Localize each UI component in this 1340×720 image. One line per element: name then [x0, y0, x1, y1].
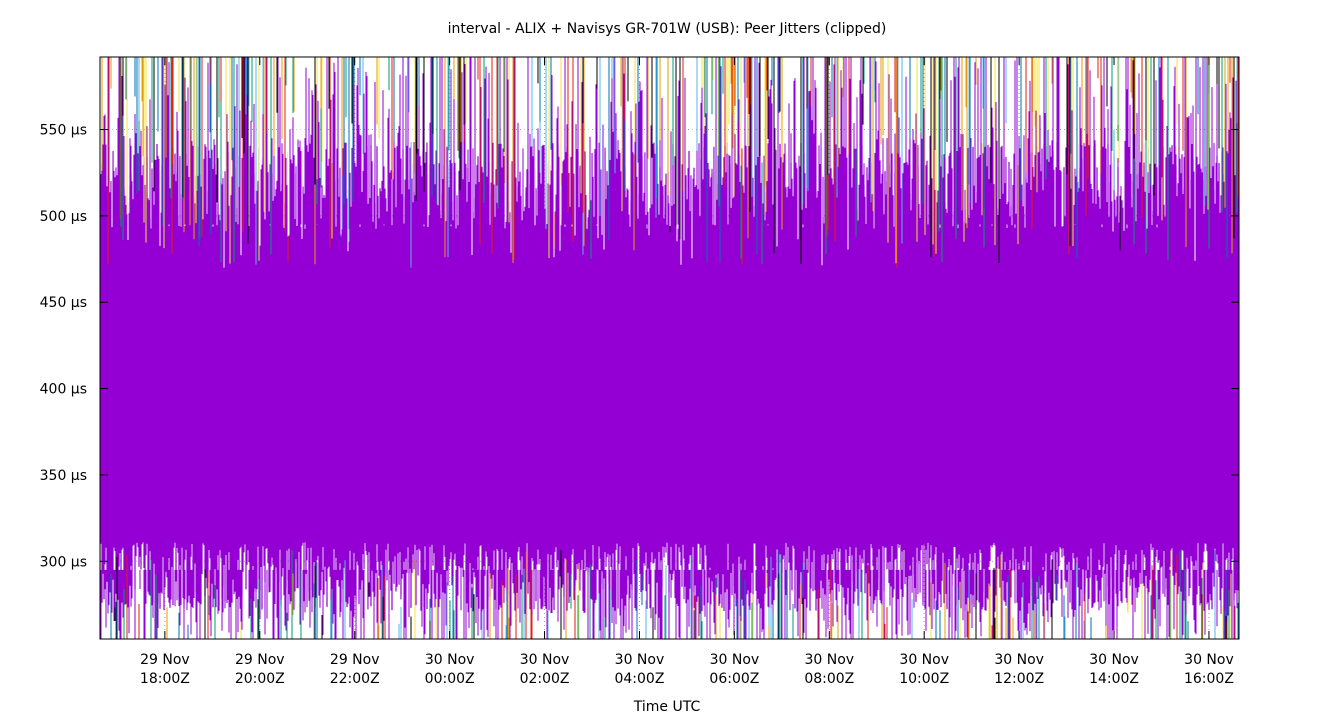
plot-area-border: [99, 56, 1240, 640]
x-tick-label-date: 30 Nov: [804, 652, 854, 668]
series-dominant-jitter: [100, 142, 1239, 612]
x-tick-label-time: 00:00Z: [425, 671, 475, 687]
x-tick-label-date: 29 Nov: [235, 652, 285, 668]
y-tick-label: 450 µs: [40, 295, 87, 311]
x-tick-label-time: 08:00Z: [804, 671, 854, 687]
x-tick-label-date: 30 Nov: [520, 652, 570, 668]
y-tick-label: 400 µs: [40, 382, 87, 398]
y-tick-label: 350 µs: [40, 468, 87, 484]
y-tick-label: 500 µs: [40, 209, 87, 225]
x-tick-label-time: 16:00Z: [1184, 671, 1234, 687]
y-tick-label: 550 µs: [40, 123, 87, 139]
x-tick-label-time: 04:00Z: [614, 671, 664, 687]
x-axis-label: Time UTC: [633, 699, 701, 715]
x-tick-label-date: 30 Nov: [1089, 652, 1139, 668]
chart-title: interval - ALIX + Navisys GR-701W (USB):…: [448, 21, 887, 37]
x-tick-label-date: 30 Nov: [994, 652, 1044, 668]
jitter-series-area: [100, 57, 1239, 639]
x-tick-label-time: 06:00Z: [709, 671, 759, 687]
jitter-gaps: [111, 57, 1228, 639]
x-tick-label-time: 10:00Z: [899, 671, 949, 687]
x-axis-ticks: 29 Nov 18:00Z 29 Nov 20:00Z 29 Nov 22:00Z 30 N…: [140, 57, 1234, 687]
x-tick-label-date: 30 Nov: [1184, 652, 1234, 668]
x-tick-label-date: 30 Nov: [899, 652, 949, 668]
x-tick-label-date: 29 Nov: [140, 652, 190, 668]
x-tick-label-date: 30 Nov: [615, 652, 665, 668]
x-tick-label-time: 12:00Z: [994, 671, 1044, 687]
y-tick-label: 300 µs: [40, 554, 87, 570]
x-tick-label-date: 29 Nov: [330, 652, 380, 668]
y-axis-ticks: 300 µs 350 µs 400 µs 450 µs 500 µs 550 µs: [40, 123, 1239, 570]
series-dominant-spikes: [100, 57, 1239, 639]
x-tick-label-time: 14:00Z: [1089, 671, 1139, 687]
x-tick-label-time: 22:00Z: [330, 671, 380, 687]
x-tick-label-time: 02:00Z: [520, 671, 570, 687]
x-tick-label-date: 30 Nov: [425, 652, 475, 668]
x-tick-label-date: 30 Nov: [710, 652, 760, 668]
x-tick-label-time: 20:00Z: [235, 671, 285, 687]
x-tick-label-time: 18:00Z: [140, 671, 190, 687]
